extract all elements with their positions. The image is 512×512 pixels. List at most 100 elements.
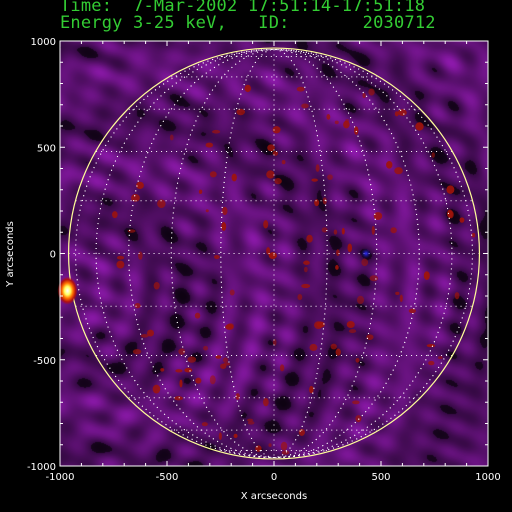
- red-blob: [321, 227, 328, 233]
- x-axis-label: X arcseconds: [241, 491, 307, 502]
- red-blob: [274, 178, 282, 185]
- red-blob: [369, 275, 379, 282]
- axis-ticks: -1000 -500 0 500 1000 -1000 -500 0 500 1000: [27, 37, 501, 483]
- time-value: 7-Mar-2002 17:51:14-17:51:18: [133, 0, 426, 16]
- red-blob: [175, 369, 183, 373]
- red-blob: [335, 348, 341, 356]
- red-blob: [127, 229, 136, 233]
- red-blob: [281, 450, 290, 455]
- red-blob: [371, 225, 375, 235]
- red-blob: [327, 174, 333, 180]
- longitude-line: [75, 49, 473, 458]
- red-blob: [132, 349, 142, 355]
- red-blob: [296, 86, 305, 92]
- y-tick-label: 1000: [31, 37, 56, 48]
- source-markers: [57, 248, 372, 305]
- red-blob: [160, 368, 165, 372]
- longitude-line: [170, 49, 378, 458]
- red-blob: [448, 210, 454, 219]
- red-blob: [272, 338, 277, 346]
- red-blob: [347, 243, 353, 253]
- red-blob: [348, 329, 357, 334]
- red-blob: [138, 251, 143, 260]
- red-blob: [343, 120, 350, 129]
- red-blob: [112, 211, 118, 219]
- red-blob: [354, 126, 359, 135]
- red-blob: [268, 252, 277, 260]
- red-blob: [428, 360, 435, 366]
- energy-header: Energy 3-25 keV, ID: 2030712: [60, 14, 436, 32]
- red-blob: [272, 126, 281, 134]
- id-label: ID:: [258, 13, 290, 33]
- red-blob: [221, 222, 227, 231]
- red-blob: [390, 227, 397, 234]
- red-blob: [333, 229, 338, 235]
- red-blob: [459, 217, 465, 223]
- red-blob: [272, 150, 279, 156]
- heliographic-grid: [68, 49, 480, 458]
- red-blob: [395, 291, 400, 295]
- red-blob: [184, 367, 193, 373]
- red-blob: [394, 167, 403, 175]
- red-blob: [223, 362, 231, 366]
- red-blob: [362, 92, 366, 99]
- red-blob: [279, 364, 285, 372]
- red-blob: [322, 197, 327, 205]
- y-tick-label: -500: [33, 356, 56, 367]
- red-blob: [147, 329, 155, 337]
- red-blob: [194, 312, 201, 319]
- red-blob: [153, 281, 160, 290]
- red-blob: [195, 377, 202, 384]
- red-blob: [394, 111, 399, 117]
- red-blob: [386, 161, 393, 169]
- red-blob: [201, 422, 208, 427]
- red-blob: [198, 189, 203, 194]
- red-blob: [215, 355, 222, 359]
- red-blob: [346, 321, 355, 328]
- y-tick-label: -1000: [27, 462, 56, 473]
- red-blob: [454, 292, 460, 300]
- red-blob: [140, 334, 149, 338]
- red-blob: [335, 265, 339, 270]
- flare-source: [57, 276, 78, 305]
- longitude-line: [128, 49, 420, 458]
- red-blob: [247, 421, 255, 425]
- red-blob: [209, 375, 216, 385]
- x-tick-label: -500: [156, 472, 179, 483]
- red-blob: [415, 122, 424, 131]
- red-blob: [233, 433, 238, 439]
- red-blob: [174, 396, 183, 401]
- x-tick-label: 1000: [475, 472, 500, 483]
- red-blob: [209, 171, 217, 178]
- red-blob: [355, 357, 360, 363]
- red-blob: [229, 289, 235, 296]
- red-blob: [247, 418, 254, 422]
- red-blob: [267, 144, 275, 152]
- red-blob: [131, 193, 140, 202]
- red-blob: [236, 108, 245, 116]
- red-blob: [222, 206, 228, 216]
- red-blob: [157, 199, 166, 208]
- red-blob: [268, 443, 272, 448]
- y-tick-label: 0: [50, 250, 56, 261]
- red-blob: [169, 134, 174, 141]
- red-blob: [437, 356, 443, 360]
- red-blob: [205, 142, 214, 148]
- red-blob: [361, 258, 369, 267]
- time-header: Time: 7-Mar-2002 17:51:14-17:51:18: [60, 0, 425, 15]
- red-blob: [178, 348, 186, 355]
- red-blob: [426, 344, 436, 348]
- red-blob: [303, 266, 308, 273]
- red-blob: [423, 271, 430, 280]
- red-blob: [227, 323, 234, 328]
- red-blob: [244, 84, 251, 93]
- red-blob: [316, 321, 325, 328]
- red-blob: [352, 400, 360, 405]
- red-blob: [297, 293, 303, 301]
- x-tick-label: 500: [371, 472, 390, 483]
- red-blob: [355, 415, 362, 423]
- red-blob: [263, 398, 269, 407]
- red-blob: [134, 303, 141, 309]
- red-blob: [306, 234, 313, 243]
